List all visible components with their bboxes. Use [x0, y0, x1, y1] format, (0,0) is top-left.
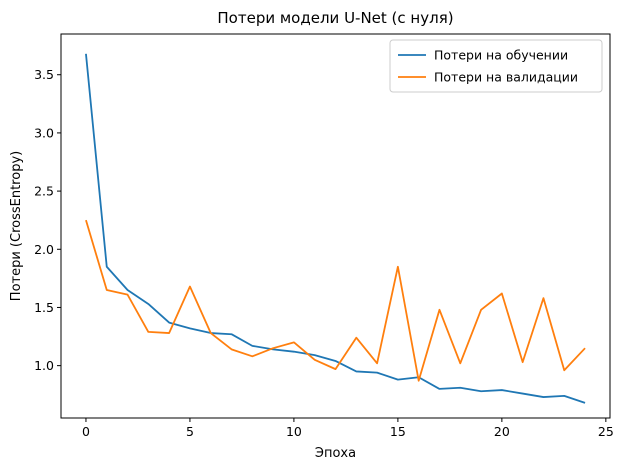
- x-axis: 0 5 10 15 20 25: [82, 418, 614, 439]
- legend-label: Потери на обучении: [434, 48, 568, 63]
- legend-label: Потери на валидации: [434, 70, 578, 85]
- y-axis-title: Потери (CrossEntropy): [9, 151, 24, 301]
- y-tick-label: 2.5: [34, 184, 54, 199]
- plot-lines: [85, 53, 586, 404]
- series-line-validation: [85, 219, 586, 382]
- y-tick-label: 2.0: [34, 242, 54, 257]
- y-tick-label: 1.0: [34, 358, 54, 373]
- chart-title: Потери модели U-Net (с нуля): [217, 9, 453, 27]
- x-axis-title: Эпоха: [315, 446, 356, 461]
- y-tick-label: 3.5: [34, 67, 54, 82]
- y-tick-label: 1.5: [34, 300, 54, 315]
- y-axis: 1.0 1.5 2.0 2.5 3.0 3.5: [34, 67, 61, 373]
- plot-frame: [60, 33, 611, 419]
- x-tick-label: 20: [494, 424, 510, 439]
- x-tick-label: 5: [186, 424, 194, 439]
- x-tick-label: 0: [82, 424, 90, 439]
- x-tick-label: 15: [390, 424, 406, 439]
- legend-box: [389, 39, 603, 93]
- x-tick-label: 25: [598, 424, 614, 439]
- y-tick-label: 3.0: [34, 125, 54, 140]
- x-tick-label: 10: [286, 424, 302, 439]
- legend: Потери на обучении Потери на валидации: [389, 39, 603, 93]
- series-line-train: [85, 53, 586, 404]
